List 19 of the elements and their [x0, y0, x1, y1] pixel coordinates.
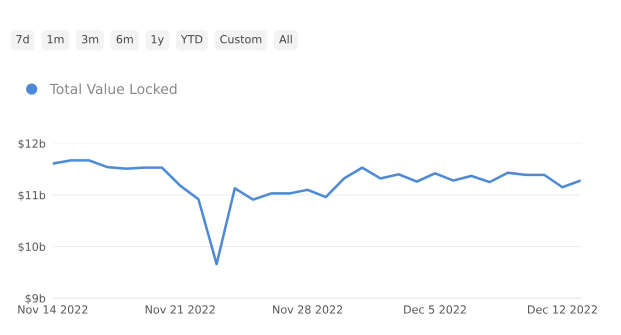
line-series — [52, 159, 581, 266]
y-tick-label: $10b — [18, 242, 46, 252]
text: All — [279, 34, 292, 44]
x-tick-label: Nov 28 2022 — [273, 305, 342, 314]
y-tick-label: $12b — [18, 139, 46, 150]
text: Custom — [220, 35, 262, 44]
x-tick-label: Dec 12 2022 — [528, 305, 597, 314]
y-tick-label: $11b — [18, 190, 46, 201]
y-tick-label: $9b — [26, 294, 46, 304]
x-tick-label: Nov 14 2022 — [18, 305, 88, 314]
text: 3m — [82, 35, 98, 44]
text: 6m — [116, 35, 133, 44]
text: 1m — [48, 35, 64, 44]
text: YTD — [180, 35, 202, 44]
x-tick-label: Dec 5 2022 — [404, 305, 466, 314]
text: 1y — [152, 35, 164, 46]
text: 7d — [16, 34, 29, 44]
legend-label: Total Value Locked — [50, 83, 176, 94]
x-tick-label: Nov 21 2022 — [146, 305, 215, 314]
